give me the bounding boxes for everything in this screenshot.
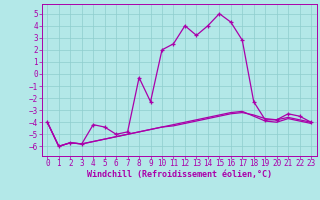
X-axis label: Windchill (Refroidissement éolien,°C): Windchill (Refroidissement éolien,°C) [87, 170, 272, 179]
